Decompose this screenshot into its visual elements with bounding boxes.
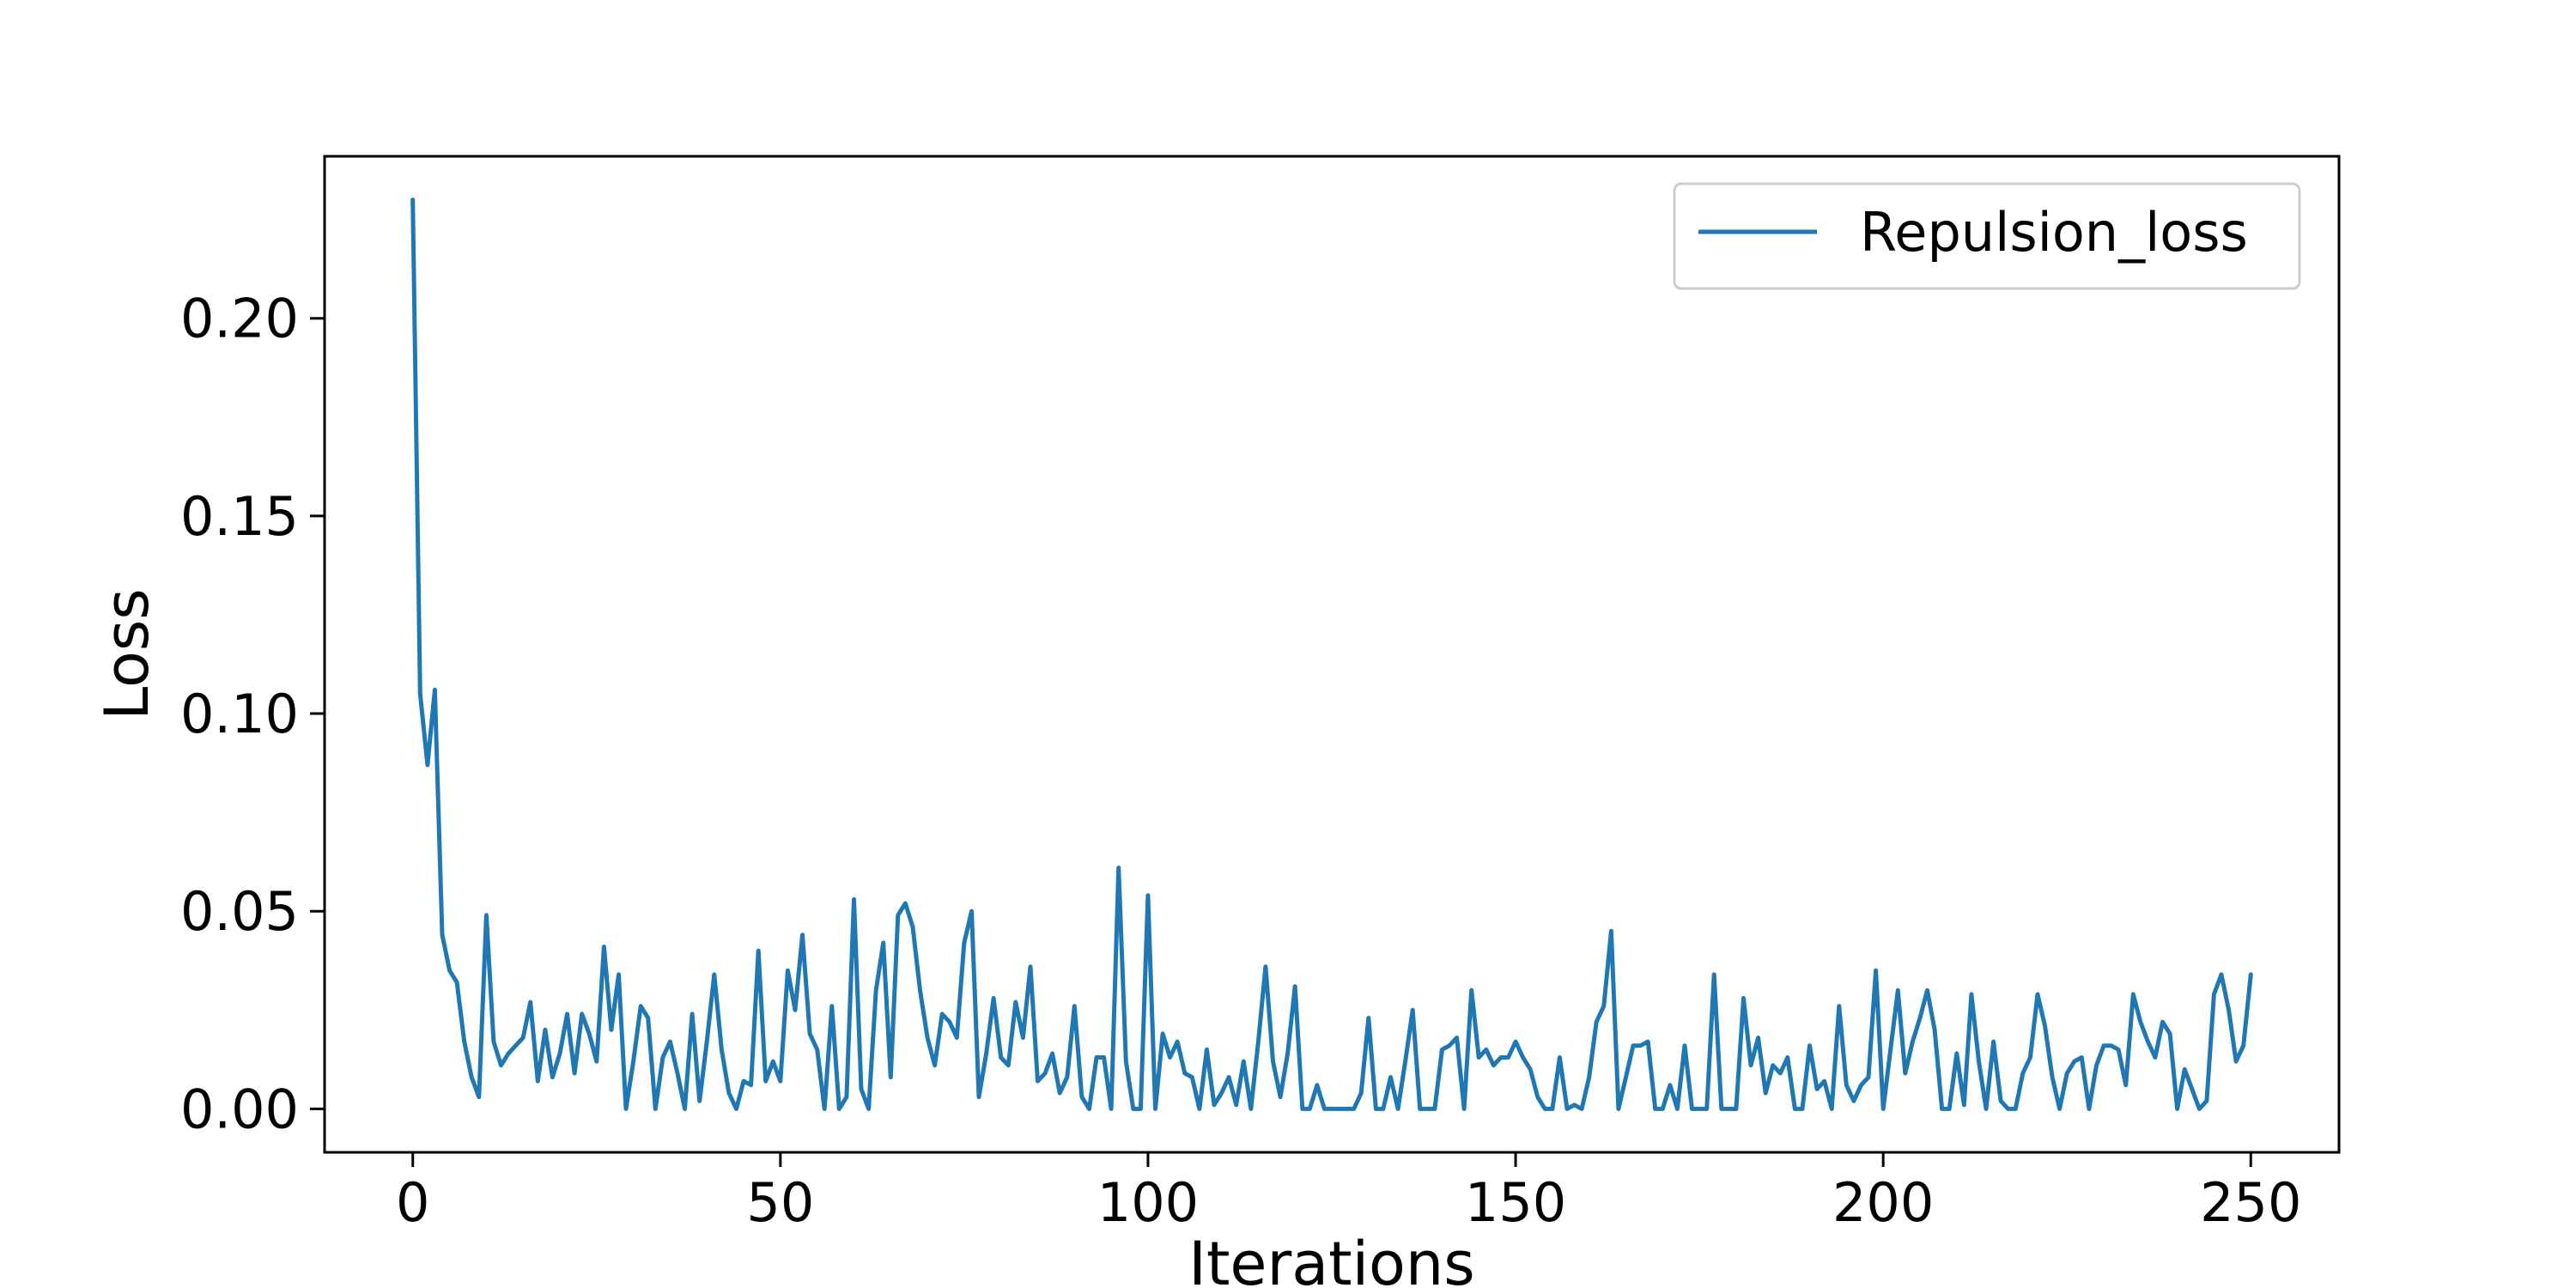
x-tick-label: 150	[1465, 1171, 1566, 1234]
x-tick-label: 250	[2200, 1171, 2301, 1234]
y-tick-label: 0.20	[180, 288, 299, 350]
legend: Repulsion_loss	[1673, 182, 2301, 290]
y-tick-label: 0.15	[180, 485, 299, 548]
y-tick-label: 0.05	[180, 880, 299, 943]
plot-frame	[323, 155, 2341, 1154]
legend-label: Repulsion_loss	[1860, 201, 2248, 264]
legend-box	[1673, 182, 2301, 290]
x-axis-title: Iterations	[1188, 1229, 1474, 1288]
y-tick-label: 0.00	[180, 1078, 299, 1140]
y-tick-label: 0.10	[180, 683, 299, 745]
x-axis-ticks: 0 50 100 150 200 250	[396, 1152, 2301, 1234]
y-axis-title: Loss	[92, 588, 162, 720]
x-tick-label: 100	[1097, 1171, 1199, 1234]
y-axis-ticks: 0.00 0.05 0.10 0.15 0.20	[180, 288, 325, 1140]
x-tick-label: 0	[396, 1171, 429, 1234]
series-line-repulsion-loss	[410, 197, 2253, 1111]
x-tick-label: 200	[1832, 1171, 1934, 1234]
x-tick-label: 50	[746, 1171, 814, 1234]
